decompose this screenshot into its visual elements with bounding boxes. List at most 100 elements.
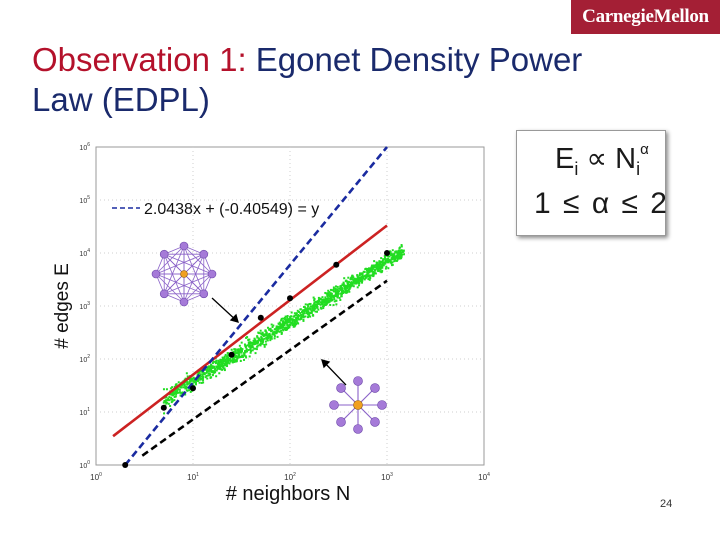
egonet-point xyxy=(231,361,234,364)
egonet-point xyxy=(398,251,401,254)
egonet-point xyxy=(340,287,343,290)
egonet-point xyxy=(188,378,191,381)
egonet-point xyxy=(388,259,391,262)
egonet-point xyxy=(329,303,332,306)
egonet-point xyxy=(397,255,400,258)
egonet-point xyxy=(322,298,325,301)
egonet-point xyxy=(188,387,191,390)
egonet-point xyxy=(324,296,327,299)
egonet-point xyxy=(378,269,381,272)
egonet-point xyxy=(393,255,396,258)
egonet-point xyxy=(330,294,333,297)
egonet-point xyxy=(331,289,334,292)
egonet-point xyxy=(334,287,337,290)
egonet-point xyxy=(372,272,375,275)
egonet-point xyxy=(174,392,177,395)
egonet-point xyxy=(263,345,266,348)
clique-node xyxy=(199,249,209,259)
egonet-point xyxy=(345,286,348,289)
egonet-point xyxy=(261,331,264,334)
egonet-point xyxy=(286,318,289,321)
legend-label: 2.0438x + (-0.40549) = y xyxy=(144,201,319,218)
egonet-point xyxy=(398,247,401,250)
egonet-point xyxy=(385,258,388,261)
egonet-point xyxy=(162,401,165,404)
egonet-point xyxy=(353,280,356,283)
egonet-point xyxy=(184,385,187,388)
egonet-point xyxy=(166,398,169,401)
egonet-point xyxy=(221,361,224,364)
egonet-point xyxy=(383,261,386,264)
egonet-point xyxy=(282,321,285,324)
egonet-point xyxy=(382,262,385,265)
egonet-point xyxy=(323,303,326,306)
egonet-point xyxy=(200,381,203,384)
egonet-point xyxy=(254,340,257,343)
egonet-point xyxy=(366,274,369,277)
egonet-point xyxy=(286,316,289,319)
egonet-point xyxy=(304,315,307,318)
egonet-point xyxy=(397,250,400,253)
egonet-point xyxy=(224,358,227,361)
egonet-point xyxy=(368,274,371,277)
egonet-point xyxy=(243,343,246,346)
egonet-point xyxy=(171,394,174,397)
median-point xyxy=(228,351,235,358)
egonet-point xyxy=(312,304,315,307)
egonet-point xyxy=(375,262,378,265)
egonet-point xyxy=(329,292,332,295)
egonet-point xyxy=(186,375,189,378)
egonet-point xyxy=(196,380,199,383)
egonet-point xyxy=(246,344,249,347)
egonet-point xyxy=(169,404,172,407)
egonet-point xyxy=(298,314,301,317)
star-node xyxy=(336,417,346,427)
egonet-point xyxy=(179,391,182,394)
egonet-point xyxy=(398,257,401,260)
egonet-point xyxy=(280,331,283,334)
egonet-point xyxy=(317,308,320,311)
egonet-point xyxy=(219,367,222,370)
x-axis-label: # neighbors N xyxy=(226,483,351,505)
egonet-point xyxy=(193,379,196,382)
egonet-point xyxy=(210,370,213,373)
egonet-point xyxy=(269,334,272,337)
egonet-point xyxy=(376,266,379,269)
star-node xyxy=(370,417,380,427)
star-node xyxy=(353,424,363,434)
egonet-point xyxy=(250,350,253,353)
egonet-point xyxy=(259,344,262,347)
egonet-point xyxy=(310,305,313,308)
egonet-point xyxy=(341,283,344,286)
egonet-point xyxy=(208,367,211,370)
egonet-point xyxy=(188,382,191,385)
title-part-1: Observation 1: xyxy=(32,41,247,78)
egonet-point xyxy=(358,282,361,285)
egonet-point xyxy=(176,388,179,391)
egonet-point xyxy=(299,308,302,311)
egonet-point xyxy=(233,356,236,359)
egonet-point xyxy=(198,377,201,380)
egonet-point xyxy=(390,257,393,260)
egonet-point xyxy=(169,387,172,390)
fit-line xyxy=(112,224,388,438)
egonet-point xyxy=(208,372,211,375)
egonet-point xyxy=(354,278,357,281)
egonet-point xyxy=(352,276,355,279)
egonet-point xyxy=(273,331,276,334)
egonet-point xyxy=(364,268,367,271)
egonet-point xyxy=(302,318,305,321)
egonet-point xyxy=(206,374,209,377)
egonet-point xyxy=(365,276,368,279)
egonet-point xyxy=(308,312,311,315)
egonet-point xyxy=(356,277,359,280)
egonet-point xyxy=(378,264,381,267)
egonet-point xyxy=(202,375,205,378)
egonet-point xyxy=(244,346,247,349)
egonet-point xyxy=(280,319,283,322)
egonet-point xyxy=(400,244,403,247)
egonet-points xyxy=(162,244,405,415)
egonet-point xyxy=(389,259,392,262)
egonet-point xyxy=(374,266,377,269)
egonet-point xyxy=(226,352,229,355)
